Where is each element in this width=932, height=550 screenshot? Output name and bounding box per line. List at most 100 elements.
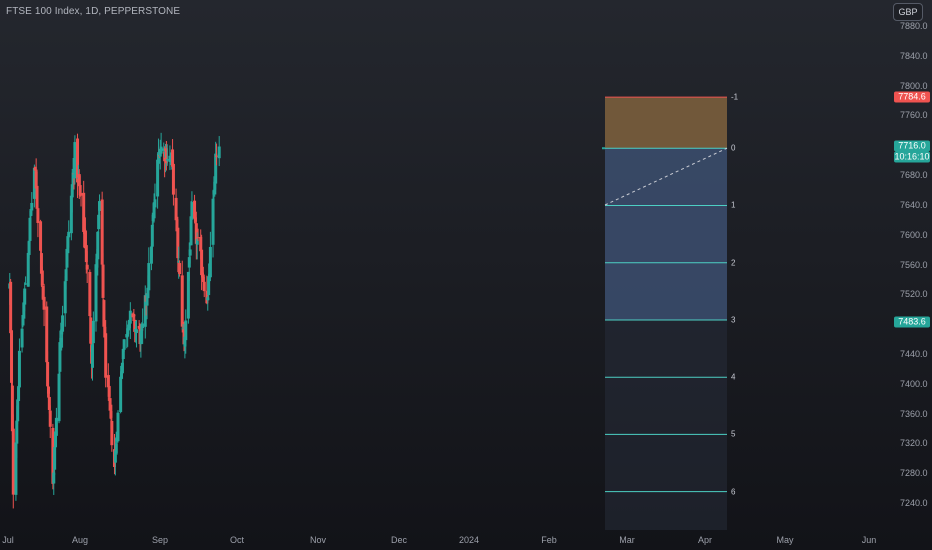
- candle-body: [94, 264, 98, 322]
- candle-body: [202, 281, 206, 292]
- date-tick: Apr: [697, 535, 713, 545]
- candle-body: [29, 210, 33, 217]
- fib-label: 4: [731, 372, 736, 382]
- candle-body: [103, 326, 107, 338]
- candle-body: [205, 290, 209, 304]
- candle-body: [85, 264, 89, 270]
- candle-body: [177, 261, 181, 263]
- candle-body: [132, 314, 136, 317]
- candle-body: [122, 339, 126, 350]
- candle-body: [76, 138, 80, 183]
- candle-body: [66, 236, 70, 254]
- fib-label: 5: [731, 429, 736, 439]
- fib-label: 1: [731, 200, 736, 210]
- price-tick: 7880.0: [900, 21, 928, 31]
- candle-body: [113, 450, 117, 463]
- price-tick: 7600.0: [900, 229, 928, 240]
- candle-body: [134, 329, 138, 334]
- candle-body: [180, 275, 184, 327]
- trend-dashed-line: [604, 147, 728, 206]
- date-tick: Aug: [71, 535, 89, 545]
- candle-body: [107, 385, 111, 397]
- candle-body: [22, 302, 26, 319]
- candle-body: [88, 271, 92, 317]
- candle-body: [164, 148, 168, 164]
- candle-body: [54, 431, 58, 448]
- candle-body: [45, 306, 49, 363]
- price-tick: 7280.0: [900, 468, 928, 479]
- candle-body: [101, 264, 105, 298]
- candle-body: [156, 159, 160, 197]
- candle-body: [171, 163, 175, 195]
- date-tick: Sep: [151, 535, 169, 545]
- candle-body: [214, 153, 218, 184]
- date-tick: May: [776, 535, 794, 545]
- candle-body: [116, 412, 120, 442]
- candle-body: [217, 146, 221, 159]
- candle-body: [190, 202, 194, 220]
- date-tick: Nov: [309, 535, 327, 545]
- candle-body: [141, 323, 145, 329]
- target-zone: [605, 148, 727, 320]
- date-tick: Mar: [619, 535, 635, 545]
- price-tick: 7840.0: [900, 50, 928, 61]
- candle-body: [156, 154, 160, 164]
- fib-label: 0: [731, 143, 736, 153]
- candle-body: [183, 336, 187, 347]
- candle-body: [10, 385, 14, 432]
- candle-body: [35, 185, 39, 209]
- price-tick: 7800.0: [900, 80, 928, 91]
- candle-body: [39, 221, 43, 251]
- candle-body: [178, 263, 182, 275]
- candle-body: [52, 472, 56, 484]
- candle-body: [11, 428, 15, 495]
- candle-body: [20, 328, 24, 348]
- candle-body: [30, 202, 34, 211]
- price-tick: 7320.0: [900, 438, 928, 449]
- candle-body: [187, 257, 191, 268]
- candle-body: [79, 193, 83, 196]
- price-tick: 7520.0: [900, 289, 928, 300]
- level-price-label: 7483.6: [894, 316, 930, 328]
- candle-body: [114, 443, 118, 453]
- candle-body: [58, 342, 62, 372]
- candle-body: [96, 231, 100, 260]
- candle-body: [104, 333, 108, 378]
- candle-body: [69, 195, 73, 234]
- candle-body: [34, 171, 38, 189]
- candle-body: [64, 269, 68, 281]
- candle-body: [208, 246, 212, 278]
- candle-body: [32, 167, 36, 199]
- candle-body: [33, 166, 37, 171]
- candle-body: [95, 258, 99, 268]
- candle-body: [41, 286, 45, 300]
- candle-body: [108, 398, 112, 411]
- candle-body: [21, 314, 25, 326]
- candle-body: [181, 328, 185, 330]
- candle-body: [91, 320, 95, 344]
- candle-body: [70, 184, 74, 198]
- candle-body: [109, 411, 113, 418]
- candle-body: [119, 376, 123, 413]
- last-price-label: 7716.0: [894, 140, 930, 152]
- candle-body: [97, 214, 101, 230]
- candle-body: [48, 410, 52, 427]
- candle-body: [46, 386, 50, 394]
- candle-body: [54, 417, 58, 436]
- date-tick: Jun: [861, 535, 877, 545]
- currency-button[interactable]: GBP: [893, 3, 923, 21]
- price-tick: 7440.0: [900, 348, 928, 359]
- candle-body: [133, 319, 137, 332]
- candle-body: [126, 328, 130, 335]
- date-tick: Oct: [229, 535, 245, 545]
- date-tick: Feb: [541, 535, 557, 545]
- candle-body: [137, 325, 141, 329]
- candle-body: [17, 350, 21, 388]
- candle-body: [9, 281, 13, 334]
- candle-body: [171, 149, 175, 167]
- candle-body: [26, 252, 30, 287]
- candle-body: [16, 399, 20, 422]
- candle-body: [89, 317, 93, 344]
- candle-body: [153, 199, 157, 208]
